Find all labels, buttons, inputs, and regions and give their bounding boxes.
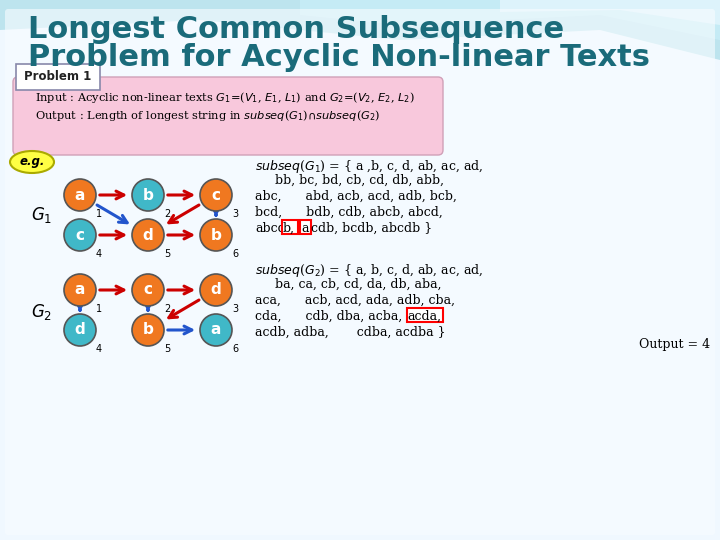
Text: c: c [212,187,220,202]
Circle shape [132,274,164,306]
Text: 6: 6 [232,344,238,354]
Text: Longest Common Subsequence: Longest Common Subsequence [28,15,564,44]
Text: b: b [143,187,153,202]
Text: bb, bc, bd, cb, cd, db, abb,: bb, bc, bd, cb, cd, db, abb, [255,174,444,187]
Text: 3: 3 [232,304,238,314]
Text: Problem for Acyclic Non-linear Texts: Problem for Acyclic Non-linear Texts [28,43,650,72]
Text: 4: 4 [96,249,102,259]
Text: a: a [75,187,85,202]
Circle shape [64,314,96,346]
Text: b: b [143,322,153,338]
Text: 3: 3 [232,209,238,219]
FancyBboxPatch shape [407,307,443,321]
Circle shape [64,179,96,211]
Text: Output = 4: Output = 4 [639,338,710,351]
Text: a: a [211,322,221,338]
Text: d: d [75,322,86,338]
Text: abc,      abd, acb, acd, adb, bcb,: abc, abd, acb, acd, adb, bcb, [255,190,457,203]
Circle shape [64,274,96,306]
Circle shape [200,274,232,306]
Text: 6: 6 [232,249,238,259]
Circle shape [200,179,232,211]
Text: 1: 1 [96,304,102,314]
Text: b: b [210,227,222,242]
Text: Output : Length of longest string in $\mathit{subseq}$($G_1$)$\cap$$\mathit{subs: Output : Length of longest string in $\m… [35,108,380,123]
Circle shape [132,219,164,251]
Text: Problem 1: Problem 1 [24,71,91,84]
FancyBboxPatch shape [5,9,715,535]
Text: abcd: abcd [255,222,286,235]
Text: 1: 1 [96,209,102,219]
PathPatch shape [300,0,720,40]
Text: 5: 5 [164,249,170,259]
Text: acdb, adba,       cdba, acdba }: acdb, adba, cdba, acdba } [255,326,446,339]
Text: cda,      cdb, dba, acba,: cda, cdb, dba, acba, [255,310,406,323]
FancyBboxPatch shape [300,219,310,233]
Text: b,: b, [283,222,295,235]
Text: ba, ca, cb, cd, da, db, aba,: ba, ca, cb, cd, da, db, aba, [255,278,441,291]
PathPatch shape [0,0,720,60]
Text: $\mathit{subseq}$($G_2$) = { a, b, c, d, ab, ac, ad,: $\mathit{subseq}$($G_2$) = { a, b, c, d,… [255,262,483,279]
Text: $G_2$: $G_2$ [31,302,52,322]
Text: $\mathit{subseq}$($G_1$) = { a ,b, c, d, ab, ac, ad,: $\mathit{subseq}$($G_1$) = { a ,b, c, d,… [255,158,483,175]
Text: bcd,      bdb, cdb, abcb, abcd,: bcd, bdb, cdb, abcb, abcd, [255,206,443,219]
Text: 2: 2 [164,209,170,219]
Text: c: c [76,227,84,242]
Circle shape [132,179,164,211]
Circle shape [200,219,232,251]
Text: aca,      acb, acd, ada, adb, cba,: aca, acb, acd, ada, adb, cba, [255,294,455,307]
Text: a: a [301,222,309,235]
Ellipse shape [10,151,54,173]
FancyBboxPatch shape [282,219,297,233]
Circle shape [132,314,164,346]
Text: d: d [143,227,153,242]
Text: acda,: acda, [407,310,441,323]
Text: a: a [75,282,85,298]
FancyBboxPatch shape [16,64,100,90]
Text: 4: 4 [96,344,102,354]
Circle shape [200,314,232,346]
Circle shape [64,219,96,251]
PathPatch shape [500,0,720,25]
Text: e.g.: e.g. [19,156,45,168]
FancyBboxPatch shape [13,77,443,155]
Text: $G_1$: $G_1$ [31,205,52,225]
Text: Input : Acyclic non-linear texts $G_1$=($V_1$, $E_1$, $L_1$) and $G_2$=($V_2$, $: Input : Acyclic non-linear texts $G_1$=(… [35,90,415,105]
Text: cdb, bcdb, abcdb }: cdb, bcdb, abcdb } [311,222,432,235]
Text: c: c [143,282,153,298]
Text: d: d [211,282,221,298]
Text: 2: 2 [164,304,170,314]
Text: 5: 5 [164,344,170,354]
